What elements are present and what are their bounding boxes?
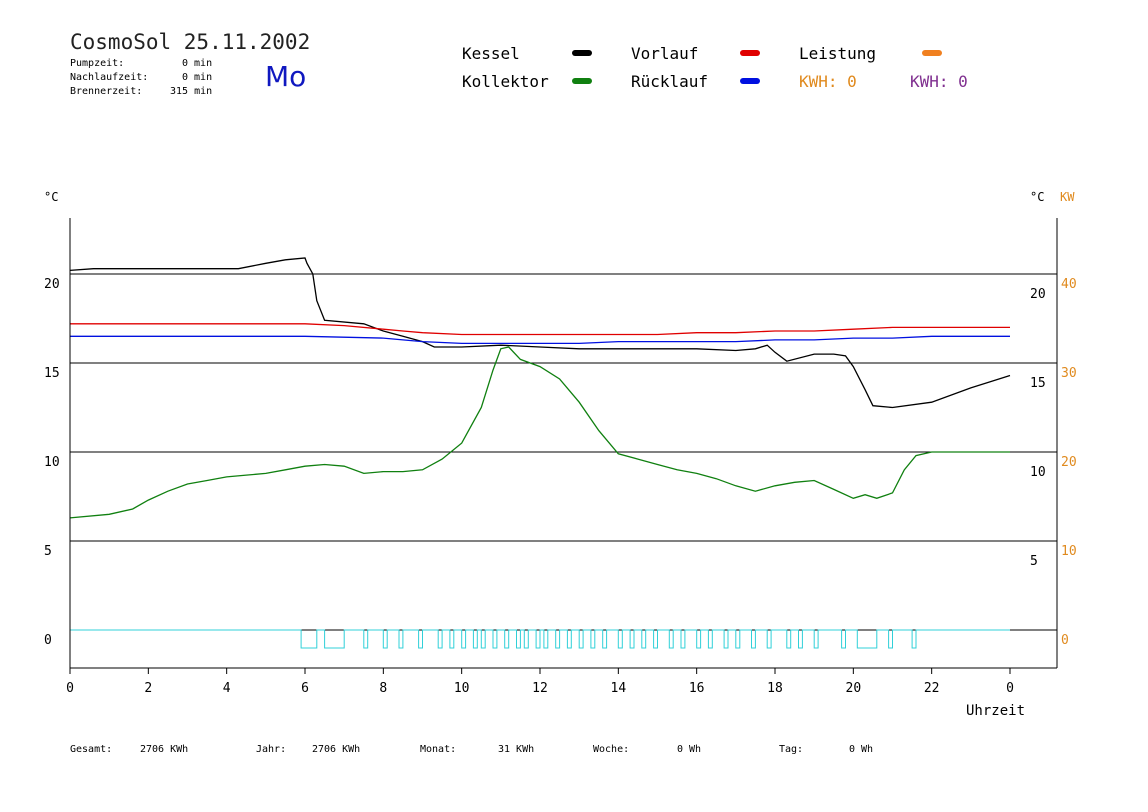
legend-kessel-swatch [572,50,592,56]
x-tick-label: 22 [924,681,940,696]
footer-gesamt-label: Gesamt: [70,744,113,755]
footer-woche-value: 0 Wh [677,744,702,755]
y-left-tick-label: 10 [44,455,60,470]
x-tick-label: 2 [144,681,152,696]
footer-tag-value: 0 Wh [849,744,874,755]
footer-jahr-label: Jahr: [256,744,287,755]
x-tick-label: 6 [301,681,309,696]
y-right2-tick-label: 30 [1061,366,1077,381]
y-left-tick-label: 0 [44,633,52,648]
stat-label-pumpzeit: Pumpzeit: [70,58,125,69]
stat-value-pumpzeit: 0 min [182,58,213,69]
x-tick-label: 16 [689,681,705,696]
footer-monat-label: Monat: [420,744,457,755]
footer-tag-label: Tag: [779,744,804,755]
page-title: CosmoSol 25.11.2002 [70,30,311,54]
stat-label-nachlaufzeit: Nachlaufzeit: [70,72,149,83]
y-right-unit: °C [1030,190,1044,204]
stat-value-nachlaufzeit: 0 min [182,72,213,83]
series-line-rcklauf [70,335,1010,345]
legend-ruecklauf-swatch [740,78,760,84]
legend-vorlauf-label: Vorlauf [631,44,699,63]
stat-value-brennerzeit: 315 min [170,86,213,97]
y-right-tick-label: 5 [1030,554,1038,569]
legend-leistung-swatch [922,50,942,56]
series-line-vorlauf [70,323,1010,336]
y-right2-tick-label: 20 [1061,455,1077,470]
x-tick-label: 12 [532,681,548,696]
x-tick-label: 0 [66,681,74,696]
y-right-tick-label: 20 [1030,287,1046,302]
y-left-tick-label: 15 [44,366,60,381]
legend-kollektor-swatch [572,78,592,84]
y-left-tick-label: 20 [44,277,60,292]
y-left-tick-label: 5 [44,544,52,559]
legend-kollektor-label: Kollektor [462,72,549,91]
x-axis-title: Uhrzeit [966,703,1025,719]
footer-woche-label: Woche: [593,744,630,755]
y-right2-tick-label: 40 [1061,277,1077,292]
y-right2-unit: KW [1060,190,1075,204]
legend-kwh-purple: KWH: 0 [910,72,968,91]
x-tick-label: 20 [846,681,862,696]
pump-signal-line [70,629,1010,649]
y-left-unit: °C [44,190,58,204]
y-right-tick-label: 10 [1030,465,1046,480]
series-line-kollektor [69,346,1010,519]
x-tick-label: 14 [611,681,627,696]
legend-vorlauf-swatch [740,50,760,56]
y-right2-tick-label: 10 [1061,544,1077,559]
footer-jahr-value: 2706 KWh [312,744,361,755]
series-line-kessel [69,257,1011,409]
legend-kessel-label: Kessel [462,44,520,63]
legend-kwh-orange: KWH: 0 [799,72,857,91]
y-right-tick-label: 15 [1030,376,1046,391]
stat-label-brennerzeit: Brennerzeit: [70,86,143,97]
x-tick-label: 0 [1006,681,1014,696]
footer-monat-value: 31 KWh [498,744,535,755]
footer-gesamt-value: 2706 KWh [140,744,189,755]
legend-ruecklauf-label: Rücklauf [631,72,709,91]
legend-leistung-label: Leistung [799,44,877,63]
x-tick-label: 8 [379,681,387,696]
x-tick-label: 4 [223,681,231,696]
x-tick-label: 10 [454,681,470,696]
x-tick-label: 18 [767,681,783,696]
weekday-label: Mo [265,60,307,93]
y-right2-tick-label: 0 [1061,633,1069,648]
